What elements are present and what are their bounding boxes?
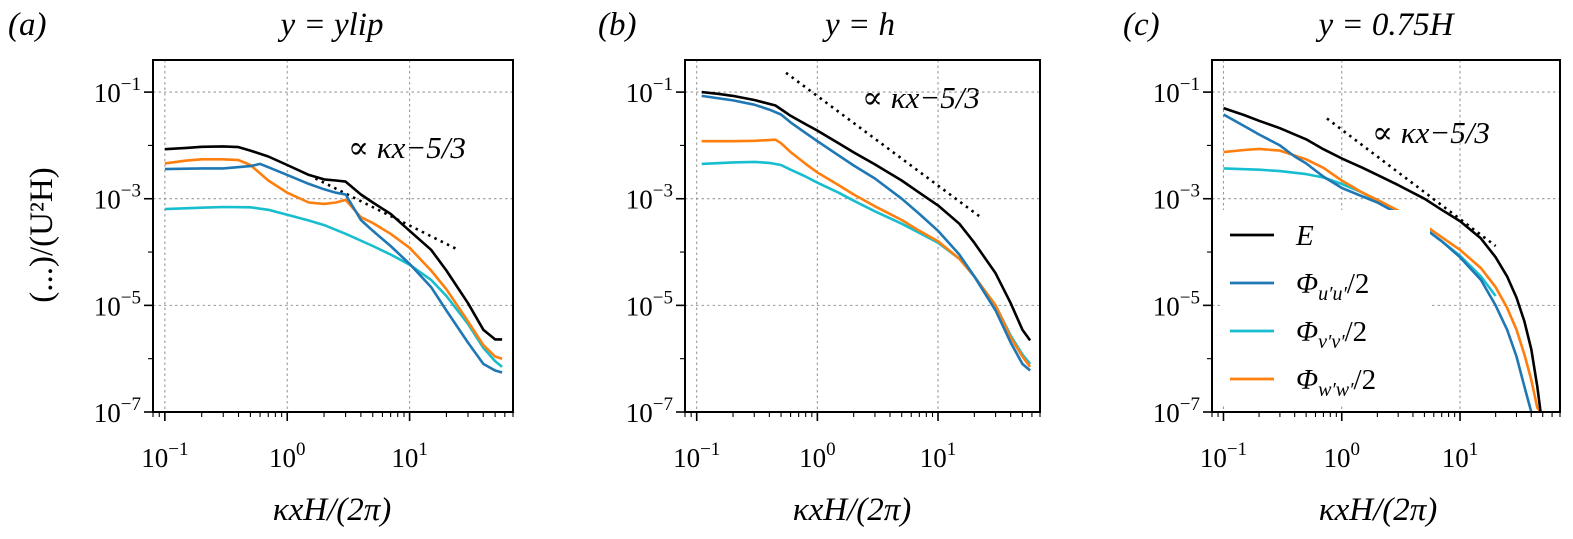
legend-label: E [1295, 220, 1314, 252]
x-axis-label: κxH/(2π) [793, 492, 912, 528]
y-tick-label: 10−5 [94, 287, 141, 321]
legend-label: Φv′v′/2 [1296, 316, 1367, 353]
panel-title: y = 0.75H [1316, 7, 1456, 43]
legend: E Φu′u′/2 Φv′v′/2 Φw′w′/2 [1222, 210, 1430, 406]
slope-reference-line [1326, 117, 1497, 248]
series-line-2 [701, 160, 1032, 365]
legend-box [1222, 210, 1430, 406]
series-line-3 [164, 158, 503, 360]
x-tick-label: 100 [799, 439, 836, 473]
legend-label: Φu′u′/2 [1296, 268, 1369, 305]
series-line-0 [1223, 106, 1542, 412]
plot-frame [684, 59, 1041, 413]
x-tick-label: 10−1 [141, 439, 188, 473]
slope-reference-line [785, 71, 981, 218]
series-line-1 [701, 94, 1031, 372]
panel-label: (a) [8, 7, 46, 43]
y-axis-label: (...)/(U²H) [24, 167, 60, 302]
panel-label: (b) [598, 7, 636, 43]
y-tick-label: 10−5 [626, 287, 673, 321]
y-tick-label: 10−1 [626, 74, 673, 108]
y-tick-label: 10−3 [94, 181, 141, 215]
x-tick-label: 100 [269, 439, 306, 473]
x-tick-label: 10−1 [673, 439, 720, 473]
series-line-3 [701, 138, 1032, 368]
series-line-0 [164, 145, 503, 341]
x-axis-label: κxH/(2π) [1319, 492, 1438, 528]
panel-title: y = h [822, 7, 895, 43]
y-tick-label: 10−5 [1153, 287, 1200, 321]
legend-label: Φw′w′/2 [1296, 364, 1376, 401]
slope-annotation: ∝ κx−5/3 [1372, 115, 1490, 150]
series-line-2 [164, 205, 503, 368]
y-tick-label: 10−1 [1153, 74, 1200, 108]
panel-c: (c) y = 0.75H κxH/(2π) ∝ κx−5/3 10−1 100 1… [1123, 7, 1561, 528]
y-tick-label: 10−3 [1153, 181, 1200, 215]
series-line-1 [164, 162, 503, 374]
y-tick-label: 10−1 [94, 74, 141, 108]
x-axis-label: κxH/(2π) [273, 492, 392, 528]
series-line-1 [1222, 113, 1533, 412]
x-tick-label: 10−1 [1200, 439, 1247, 473]
panel-title: y = ylip [278, 7, 384, 43]
y-tick-label: 10−7 [94, 394, 141, 428]
slope-annotation: ∝ κx−5/3 [862, 80, 980, 115]
panel-b: (b) y = h κxH/(2π) ∝ κx−5/3 10−1 100 101 10… [598, 7, 1041, 528]
plot-frame [1211, 59, 1561, 413]
panel-a: (a) y = ylip κxH/(2π) ∝ κx−5/3 10−1 100 10… [8, 7, 514, 528]
x-tick-label: 100 [1323, 439, 1360, 473]
x-tick-label: 101 [391, 439, 428, 473]
x-tick-label: 101 [920, 439, 957, 473]
slope-reference-line [314, 177, 459, 252]
series-line-0 [701, 90, 1032, 342]
x-tick-label: 101 [1442, 439, 1479, 473]
y-tick-label: 10−7 [1153, 394, 1200, 428]
plot-frame [152, 59, 514, 413]
y-tick-label: 10−3 [626, 181, 673, 215]
y-tick-label: 10−7 [626, 394, 673, 428]
panel-label: (c) [1123, 7, 1160, 43]
slope-annotation: ∝ κx−5/3 [348, 130, 466, 165]
